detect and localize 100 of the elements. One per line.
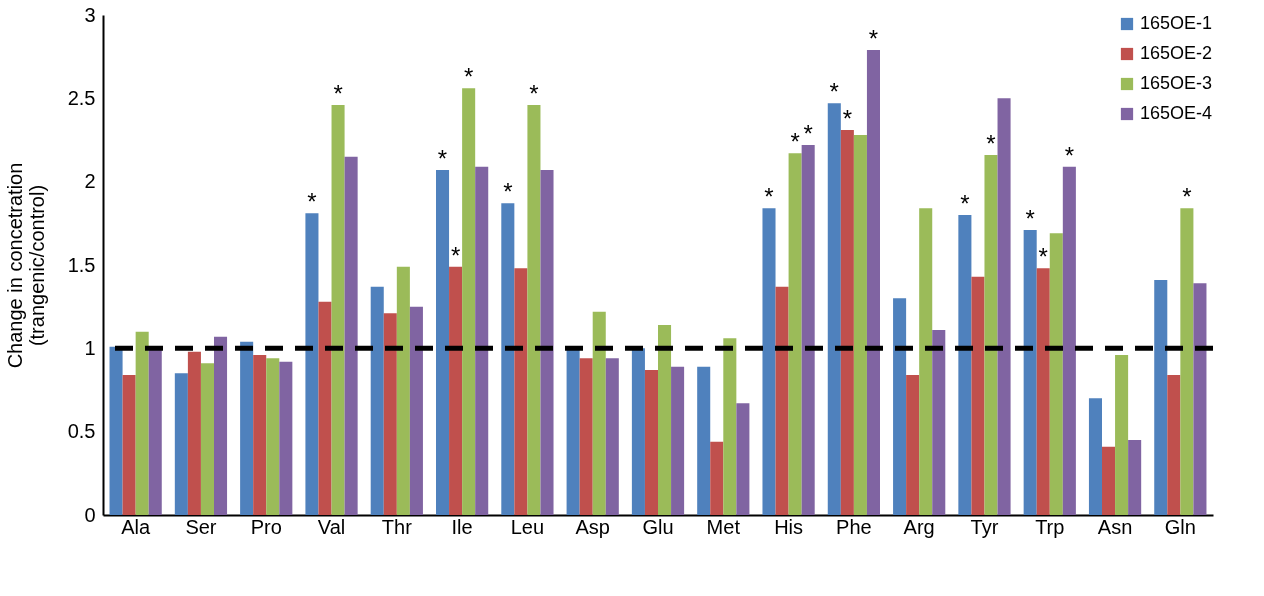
bar [671, 366, 685, 515]
data-label: * [503, 178, 513, 206]
data-label: * [842, 105, 853, 132]
bar [579, 358, 593, 515]
bar [344, 156, 358, 515]
x-tick-label: Ile [451, 515, 473, 538]
y-tick-label: 2 [84, 170, 96, 193]
bar [449, 266, 463, 515]
data-label: * [307, 188, 317, 216]
bar [1062, 166, 1076, 515]
bar [318, 301, 332, 515]
data-label: * [1025, 205, 1035, 232]
data-label: * [1064, 141, 1075, 169]
bar [697, 366, 711, 515]
y-tick-label: 2.5 [67, 86, 96, 109]
legend-label: 165OE-3 [1140, 73, 1213, 93]
bar [109, 346, 123, 515]
x-tick-label: Phe [836, 515, 872, 538]
bar [775, 286, 789, 515]
bar [644, 370, 658, 515]
bar [801, 145, 815, 515]
bar [540, 170, 554, 515]
x-tick-label: Ser [185, 515, 217, 538]
y-tick-label: 3 [84, 3, 96, 26]
data-label: * [790, 128, 800, 156]
x-tick-label: Trp [1035, 515, 1065, 538]
legend-label: 165OE-1 [1140, 13, 1213, 33]
bar [187, 351, 201, 515]
data-label: * [1182, 183, 1192, 211]
bar [605, 358, 619, 515]
bar [723, 338, 737, 515]
bar [527, 105, 541, 515]
data-label: * [1038, 243, 1048, 271]
data-label: * [868, 25, 879, 52]
bar [462, 88, 476, 515]
bar [475, 166, 489, 515]
x-tick-label: Thr [381, 515, 413, 538]
bar [396, 266, 410, 515]
bar [997, 98, 1011, 515]
bar [214, 336, 228, 515]
y-tick-label: 1 [84, 336, 96, 359]
bar [658, 325, 672, 515]
bar [958, 215, 972, 515]
legend-label: 165OE-4 [1140, 103, 1213, 123]
x-tick-label: Met [706, 515, 741, 538]
y-tick-label: 1.5 [67, 253, 96, 276]
bar [409, 306, 423, 515]
bar [1036, 268, 1050, 515]
bar [631, 348, 645, 515]
y-axis-title: Change in concetration (trangenic/control) [3, 162, 48, 369]
bar [1088, 398, 1102, 515]
bar [200, 363, 214, 515]
x-tick-label: Tyr [970, 515, 999, 538]
bar [1049, 233, 1063, 515]
bar [1180, 208, 1194, 515]
x-tick-label: Gln [1164, 515, 1196, 538]
bar [932, 330, 946, 515]
x-tick-label: Asn [1097, 515, 1133, 538]
bar [710, 441, 724, 515]
bar [592, 311, 606, 515]
x-tick-label: Arg [903, 515, 935, 538]
data-label: * [960, 190, 970, 217]
bar [762, 208, 776, 515]
bar [971, 276, 985, 515]
x-tick-label: His [774, 515, 804, 538]
x-tick-label: Asp [575, 515, 610, 538]
bar [1128, 440, 1142, 515]
bar [253, 355, 267, 515]
bar [1154, 280, 1168, 515]
bar [893, 298, 907, 515]
bar [840, 130, 854, 515]
y-tick-label: 0 [84, 503, 96, 526]
bar [866, 50, 880, 515]
data-label: * [803, 120, 813, 147]
data-label: * [829, 78, 839, 106]
bar [383, 313, 397, 515]
x-tick-label: Ala [121, 515, 151, 538]
bar [305, 213, 319, 515]
bar [906, 375, 920, 515]
bar [436, 170, 450, 515]
data-label: * [333, 80, 343, 107]
bar [501, 203, 515, 515]
bar [1193, 283, 1207, 515]
bar [331, 105, 345, 515]
bar [148, 348, 162, 515]
bar [1115, 355, 1129, 515]
bar [514, 268, 528, 515]
bar [984, 155, 998, 515]
bar [1023, 230, 1037, 515]
data-label: * [450, 241, 461, 269]
data-label: * [463, 63, 474, 91]
bar [279, 361, 293, 515]
bar [853, 135, 867, 515]
data-label: * [529, 80, 539, 107]
data-label: * [437, 145, 448, 172]
data-label: * [764, 183, 774, 211]
legend-label: 165OE-2 [1140, 43, 1213, 63]
bar [370, 286, 384, 515]
bar [788, 153, 802, 515]
x-tick-label: Val [317, 515, 346, 538]
